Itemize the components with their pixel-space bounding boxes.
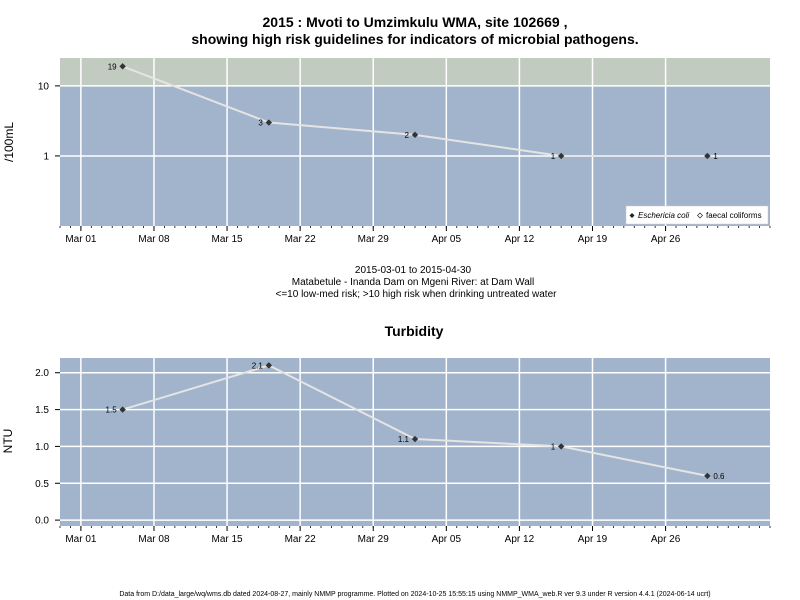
chart1-plot-area: Mar 01 Mar 08 Mar 15 Mar 22 Mar 29 Apr 05 Apr …	[38, 58, 771, 245]
chart1-y-axis-label: /100mL	[2, 122, 16, 162]
chart2-data-point	[411, 435, 419, 443]
chart1-x-tick-label: Mar 29	[358, 234, 390, 245]
chart2-x-tick-label: Mar 01	[65, 534, 97, 545]
chart1-x-tick-label: Apr 05	[432, 234, 462, 245]
chart2-x-tick-label: Mar 22	[285, 534, 317, 545]
chart1-high-risk-band	[60, 58, 770, 86]
chart2-x-tick-label: Mar 08	[138, 534, 170, 545]
chart2-y-axis-label: NTU	[1, 429, 15, 454]
chart2-data-point	[704, 472, 711, 480]
legend-marker-faecal	[697, 212, 703, 219]
chart2-y-tick-label: 0.5	[35, 479, 49, 490]
chart2-x-tick-label: Apr 05	[432, 534, 462, 545]
chart1-data-point	[557, 152, 565, 160]
chart2-plot-area: Mar 01 Mar 08 Mar 15 Mar 22 Mar 29 Apr 05 Apr …	[35, 358, 771, 545]
chart1-title: 2015 : Mvoti to Umzimkulu WMA, site 1026…	[263, 14, 568, 30]
chart1-x-tick-label: Apr 26	[651, 234, 681, 245]
chart2-y-tick-label: 2.0	[35, 368, 49, 379]
chart2-x-tick-label: Mar 15	[211, 534, 243, 545]
chart2-y-tick-label: 1.0	[35, 442, 49, 453]
chart2-data-label: 0.6	[713, 472, 725, 481]
legend-marker-ecoli	[629, 213, 635, 218]
chart1-legend: Eschericia coli faecal coliforms	[625, 205, 769, 225]
chart2-y-tick-label: 0.0	[35, 516, 49, 527]
chart1-data-label: 19	[108, 62, 117, 71]
chart2-x-tick-label: Apr 19	[578, 534, 608, 545]
legend-entry-label: Eschericia coli	[638, 211, 689, 220]
footer-note: Data from D:/data_large/wq/wms.db dated …	[119, 591, 710, 598]
chart2-x-tick-label: Mar 29	[358, 534, 390, 545]
chart2-data-label: 1.1	[398, 435, 410, 444]
chart1-x-tick-label: Mar 15	[211, 234, 243, 245]
chart1-x-tick-label: Mar 08	[138, 234, 170, 245]
chart2-x-tick-label: Apr 12	[505, 534, 535, 545]
chart1-x-tick-label: Apr 12	[505, 234, 535, 245]
chart1-data-point	[704, 152, 711, 160]
chart1-data-label: 1	[713, 152, 718, 161]
chart1-x-caption-line1: 2015-03-01 to 2015-04-30	[355, 265, 472, 276]
chart1-data-label: 2	[405, 131, 410, 140]
chart2-x-tick-label: Apr 26	[651, 534, 681, 545]
chart1-y-tick-label: 10	[38, 81, 50, 92]
chart2-data-label: 1.5	[106, 406, 118, 415]
legend-box	[625, 205, 769, 225]
chart1-subtitle: showing high risk guidelines for indicat…	[191, 31, 638, 47]
chart1-data-point	[411, 131, 419, 139]
legend-entry-label: faecal coliforms	[706, 211, 762, 220]
chart1-y-tick-label: 1	[43, 151, 49, 162]
chart2-data-label: 2.1	[252, 361, 264, 370]
chart1-x-caption-line3: <=10 low-med risk; >10 high risk when dr…	[276, 289, 558, 300]
chart1-data-point	[119, 63, 126, 70]
chart2-data-point	[557, 443, 565, 450]
chart1-data-label: 1	[551, 152, 556, 161]
chart1-data-point	[265, 119, 273, 126]
chart1-x-tick-label: Mar 01	[65, 234, 97, 245]
chart2-data-label: 1	[551, 442, 556, 451]
chart1-data-label: 3	[258, 119, 263, 128]
chart1-x-tick-label: Apr 19	[578, 234, 608, 245]
chart2-data-point	[119, 406, 126, 413]
chart1-x-tick-label: Mar 22	[285, 234, 317, 245]
chart1-x-caption-line2: Matabetule - Inanda Dam on Mgeni River: …	[292, 277, 535, 288]
chart2-y-tick-label: 1.5	[35, 405, 49, 416]
chart2-title: Turbidity	[385, 323, 444, 339]
chart2-data-point	[265, 362, 273, 369]
